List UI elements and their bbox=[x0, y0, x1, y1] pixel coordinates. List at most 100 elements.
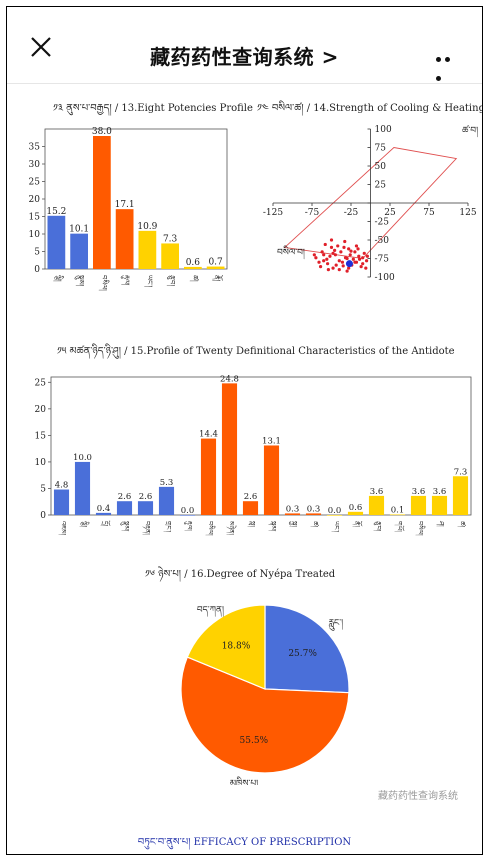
y-tick-label: 30 bbox=[29, 160, 41, 170]
scatter-point bbox=[347, 247, 351, 251]
pie-slice bbox=[180, 656, 350, 774]
scatter-point bbox=[343, 256, 348, 260]
chart14-title-tib: ༡༤ བསིལ་ཚ། bbox=[257, 103, 304, 114]
y-tick-label: 25 bbox=[29, 178, 41, 188]
bar-value-label: 7.3 bbox=[163, 234, 178, 244]
bar-value-label: 2.6 bbox=[244, 492, 258, 502]
chart16-title: ༡༦ ཉེས་པ། / 16.Degree of Nyépa Treated bbox=[145, 563, 335, 591]
bar-value-label: 4.8 bbox=[55, 481, 69, 491]
x-category-label: སྣུམ། bbox=[120, 521, 131, 532]
bar-value-label: 0.3 bbox=[307, 504, 321, 514]
scatter-point bbox=[361, 262, 365, 266]
x-category-label: ལྕི། bbox=[52, 275, 64, 282]
x-tick-label: -25 bbox=[344, 208, 359, 218]
scatter-point bbox=[339, 250, 343, 254]
bar-value-label: 5.3 bbox=[160, 478, 174, 488]
pie-percent-label: 25.7% bbox=[288, 649, 317, 659]
x-category-label: མཉེན། bbox=[226, 521, 237, 535]
x-category-label: བསིལ། bbox=[98, 275, 110, 291]
bar bbox=[47, 215, 66, 269]
bar-value-label: 0.6 bbox=[186, 258, 201, 268]
scatter-point bbox=[333, 253, 337, 257]
bar bbox=[305, 513, 322, 515]
bar-value-label: 10.0 bbox=[73, 453, 92, 463]
bar-value-label: 3.6 bbox=[370, 487, 384, 497]
y-tick-label: 20 bbox=[35, 405, 47, 415]
x-category-label: རྣོ། bbox=[352, 521, 363, 528]
close-icon bbox=[31, 37, 51, 57]
y-tick-label: 0 bbox=[34, 265, 40, 275]
scatter-point bbox=[343, 239, 347, 244]
phone-frame: 藏药药性查询系统 > ༡༣ ནུས་པ་བརྒྱད། / 13.Eight Po… bbox=[6, 6, 483, 855]
bar bbox=[431, 495, 448, 515]
bar bbox=[389, 514, 406, 516]
bar-value-label: 2.6 bbox=[118, 492, 132, 502]
bar-value-label: 0.3 bbox=[286, 504, 300, 514]
pie-slice bbox=[186, 604, 266, 690]
scatter-point bbox=[333, 248, 337, 252]
x-category-label: ཚ། bbox=[310, 521, 320, 528]
x-tick-label: -125 bbox=[263, 208, 283, 218]
more-options-button[interactable] bbox=[436, 47, 462, 81]
scatter-point bbox=[329, 238, 334, 242]
y-tick-label: 25 bbox=[375, 181, 387, 191]
bar-value-label: 0.0 bbox=[328, 506, 342, 516]
y-tick-label: 0 bbox=[40, 511, 46, 521]
bar-value-label: 0.7 bbox=[208, 258, 223, 268]
bar bbox=[116, 501, 133, 515]
scatter-point bbox=[345, 269, 349, 273]
y-tick-label: 5 bbox=[34, 248, 40, 258]
scatter-point bbox=[337, 259, 341, 263]
x-category-label: གྲང་། bbox=[163, 521, 173, 533]
chart15-title-tib: ༡༥ མཚན་ཉིད་ཉི་ཤུ། bbox=[57, 346, 121, 357]
bar-value-label: 7.3 bbox=[454, 467, 468, 477]
scatter-point bbox=[353, 250, 357, 254]
x-category-label: སྐྱ། bbox=[289, 521, 299, 527]
bar-value-label: 14.4 bbox=[199, 430, 218, 440]
y-tick-label: 15 bbox=[35, 431, 47, 441]
bar-value-label: 0.1 bbox=[391, 505, 405, 515]
scatter-point bbox=[362, 251, 366, 255]
x-category-label: ཤ། bbox=[436, 520, 446, 527]
x-category-label: རྟུལ། bbox=[184, 521, 194, 531]
x-category-label: འཇམ། bbox=[58, 521, 68, 536]
scatter-point bbox=[314, 256, 318, 260]
close-button[interactable] bbox=[29, 35, 53, 59]
bar bbox=[242, 501, 259, 515]
scatter-bottom-label: བསིལ་བ། bbox=[277, 245, 305, 260]
scatter-point bbox=[318, 265, 323, 269]
x-category-label: རྩུབ། bbox=[166, 275, 176, 286]
bar bbox=[410, 495, 427, 515]
bar bbox=[115, 209, 134, 269]
bar-value-label: 0.4 bbox=[97, 504, 111, 514]
x-tick-label: 125 bbox=[459, 208, 476, 218]
bar-value-label: 10.1 bbox=[69, 225, 89, 235]
bar bbox=[179, 515, 196, 516]
bar bbox=[206, 266, 225, 269]
x-category-label: དྲོ། bbox=[100, 520, 111, 526]
x-category-label: སྐམ། bbox=[268, 521, 278, 532]
app-title[interactable]: 藏药药性查询系统 > bbox=[150, 45, 339, 69]
y-tick-label: -25 bbox=[375, 218, 390, 228]
bar bbox=[452, 476, 469, 515]
scatter-point bbox=[312, 253, 316, 257]
bar bbox=[200, 438, 217, 515]
bar-value-label: 38.0 bbox=[92, 127, 112, 137]
scatter-point bbox=[347, 266, 351, 270]
scatter-point bbox=[334, 263, 338, 267]
scatter-point bbox=[357, 254, 361, 258]
scatter-point bbox=[348, 253, 352, 257]
bar-value-label: 0.6 bbox=[349, 503, 363, 513]
bar bbox=[221, 383, 238, 515]
scatter-point bbox=[326, 268, 330, 272]
scatter-point bbox=[325, 257, 329, 261]
footer-tib: བཏུང་བ་ནུས་པ། bbox=[137, 837, 191, 848]
x-category-label: གཡོ། bbox=[394, 521, 405, 532]
footer-link[interactable]: བཏུང་བ་ནུས་པ། EFFICACY OF PRESCRIPTION bbox=[7, 831, 482, 854]
top-bar: 藏药药性查询系统 > bbox=[7, 7, 482, 84]
chart14-title-en: / 14.Strength of Cooling & Heating bbox=[303, 103, 483, 114]
scatter-point bbox=[340, 260, 345, 264]
bar bbox=[347, 511, 364, 515]
bar bbox=[326, 515, 343, 516]
